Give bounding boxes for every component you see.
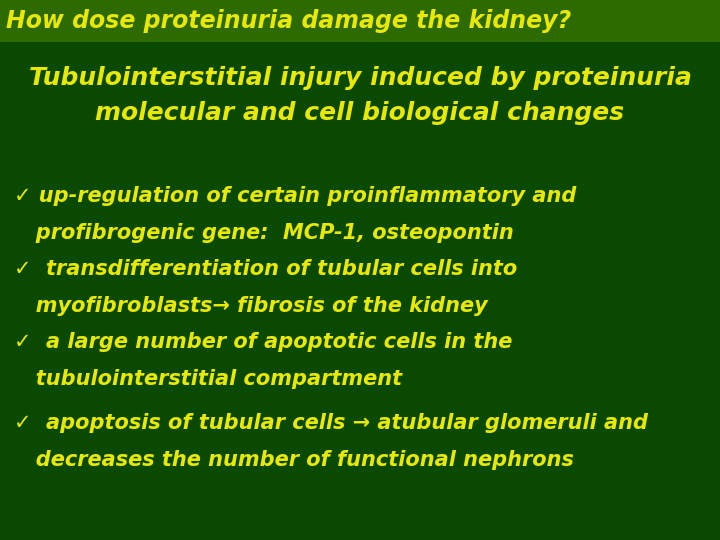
Text: tubulointerstitial compartment: tubulointerstitial compartment xyxy=(14,369,402,389)
Text: profibrogenic gene:  MCP-1, osteopontin: profibrogenic gene: MCP-1, osteopontin xyxy=(14,223,514,243)
Text: Tubulointerstitial injury induced by proteinuria: Tubulointerstitial injury induced by pro… xyxy=(29,66,691,90)
Text: ✓  a large number of apoptotic cells in the: ✓ a large number of apoptotic cells in t… xyxy=(14,332,513,352)
Text: How dose proteinuria damage the kidney?: How dose proteinuria damage the kidney? xyxy=(6,9,571,33)
Text: myofibroblasts→ fibrosis of the kidney: myofibroblasts→ fibrosis of the kidney xyxy=(14,296,488,316)
Text: decreases the number of functional nephrons: decreases the number of functional nephr… xyxy=(14,450,575,470)
Text: ✓ up-regulation of certain proinflammatory and: ✓ up-regulation of certain proinflammato… xyxy=(14,186,577,206)
Text: molecular and cell biological changes: molecular and cell biological changes xyxy=(96,102,624,125)
Text: ✓  transdifferentiation of tubular cells into: ✓ transdifferentiation of tubular cells … xyxy=(14,259,518,279)
Text: ✓  apoptosis of tubular cells → atubular glomeruli and: ✓ apoptosis of tubular cells → atubular … xyxy=(14,413,649,433)
Bar xyxy=(0,0,720,42)
